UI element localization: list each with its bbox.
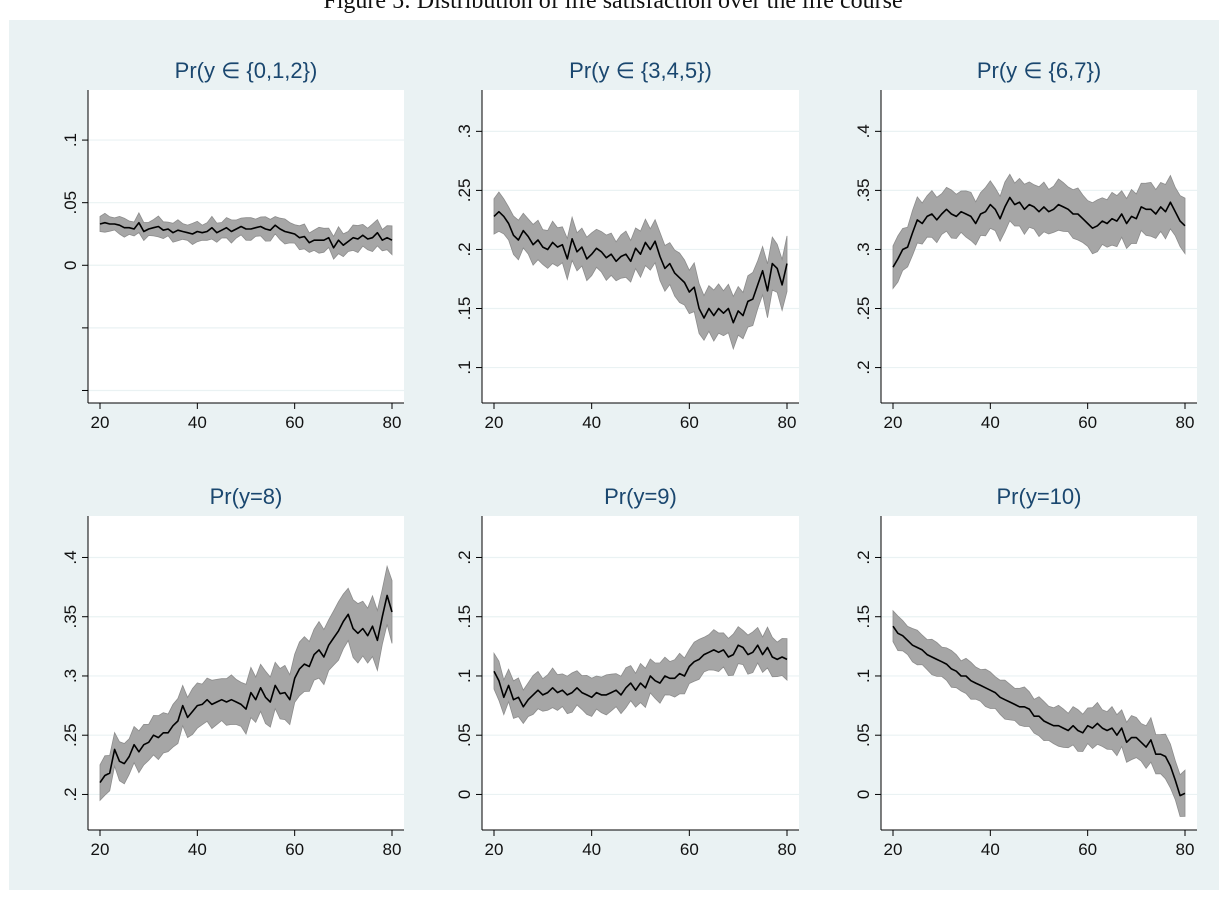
y-tick-label: .05 [455,723,474,747]
subplot-title: Pr(y=10) [997,484,1082,509]
x-tick-label: 80 [383,413,402,432]
x-tick-label: 60 [680,413,699,432]
y-tick-label: .15 [455,605,474,629]
x-tick-label: 80 [1176,413,1195,432]
y-tick-label: 0 [455,790,474,799]
x-tick-label: 40 [188,413,207,432]
x-tick-label: 40 [582,840,601,859]
x-tick-label: 60 [1078,413,1097,432]
subplot-title: Pr(y=8) [210,484,283,509]
plot-area [881,90,1197,403]
x-tick-label: 60 [285,840,304,859]
y-tick-label: .4 [854,124,873,138]
y-tick-label: .35 [61,605,80,629]
figure-panel: 0 .05 .1 20 40 60 80 Pr(y ∈ {0,1,2}) .1 .15 .2 .25.… [9,20,1219,890]
confidence-band [493,191,788,351]
subplot-title: Pr(y ∈ {3,4,5}) [569,58,712,83]
y-tick-label: .3 [455,124,474,138]
series-line [493,210,788,324]
series-line [493,644,788,708]
x-tick-label: 40 [582,413,601,432]
confidence-band [493,626,788,725]
y-tick-label: .05 [854,723,873,747]
series-line [892,625,1186,797]
x-tick-label: 20 [91,413,110,432]
subplot-1: 0 .05 .1 20 40 60 80 Pr(y ∈ {0,1,2}) [61,58,404,432]
y-tick-label: .15 [455,297,474,321]
y-tick-label: .2 [854,360,873,374]
subplot-title: Pr(y ∈ {0,1,2}) [175,58,318,83]
x-tick-label: 20 [884,840,903,859]
y-tick-label: .35 [854,179,873,203]
x-tick-label: 40 [188,840,207,859]
x-tick-label: 20 [485,413,504,432]
y-tick-label: .15 [854,605,873,629]
chart-grid: 0 .05 .1 20 40 60 80 Pr(y ∈ {0,1,2}) .1 .15 .2 .25.… [61,58,1197,859]
y-tick-label: .1 [455,669,474,683]
plot-area [88,516,404,830]
y-tick-label: 0 [61,261,80,270]
subplot-2: .1 .15 .2 .25 .3 20 40 60 80 Pr(y ∈ {3,4,5}) [455,58,799,432]
y-tick-label: .2 [455,550,474,564]
series-line [99,594,393,784]
y-tick-label: .3 [61,669,80,683]
x-tick-label: 60 [285,413,304,432]
y-tick-label: .25 [61,723,80,747]
y-tick-label: .2 [854,550,873,564]
subplot-4: .2 .25 .3 .35 .4 20 40 60 80 Pr(y=8) [61,484,404,859]
y-tick-label: .25 [854,297,873,321]
confidence-band [99,564,393,802]
x-tick-label: 80 [778,413,797,432]
x-tick-label: 80 [1176,840,1195,859]
x-tick-label: 40 [981,840,1000,859]
y-tick-label: .4 [61,550,80,564]
subplot-6: 0 .05 .1 .15 .2 20 40 60 80 Pr(y=10) [854,484,1197,859]
x-tick-label: 40 [981,413,1000,432]
subplot-title: Pr(y=9) [604,484,677,509]
series-line [892,196,1186,268]
confidence-band [892,609,1186,817]
series-line [99,221,393,249]
y-tick-label: .05 [61,191,80,215]
y-tick-label: .3 [854,242,873,256]
y-tick-label: .2 [61,787,80,801]
x-tick-label: 60 [680,840,699,859]
confidence-band [99,212,393,260]
subplot-3: .2 .25 .3 .35 .4 20 40 60 80 Pr(y ∈ {6,7}) [854,58,1197,432]
y-tick-label: .25 [455,179,474,203]
x-tick-label: 60 [1078,840,1097,859]
x-tick-label: 80 [778,840,797,859]
y-tick-label: 0 [854,790,873,799]
y-tick-label: .1 [455,360,474,374]
subplot-5: 0 .05 .1 .15 .2 20 40 60 80 Pr(y=9) [455,484,799,859]
y-tick-label: .2 [455,242,474,256]
y-tick-label: .1 [61,133,80,147]
y-tick-label: .1 [854,669,873,683]
x-tick-label: 20 [884,413,903,432]
plot-area [881,516,1197,830]
x-tick-label: 80 [383,840,402,859]
x-tick-label: 20 [485,840,504,859]
subplot-title: Pr(y ∈ {6,7}) [977,58,1101,83]
figure-caption: Figure 5: Distribution of life satisfact… [323,0,903,14]
x-tick-label: 20 [91,840,110,859]
confidence-band [892,173,1186,290]
